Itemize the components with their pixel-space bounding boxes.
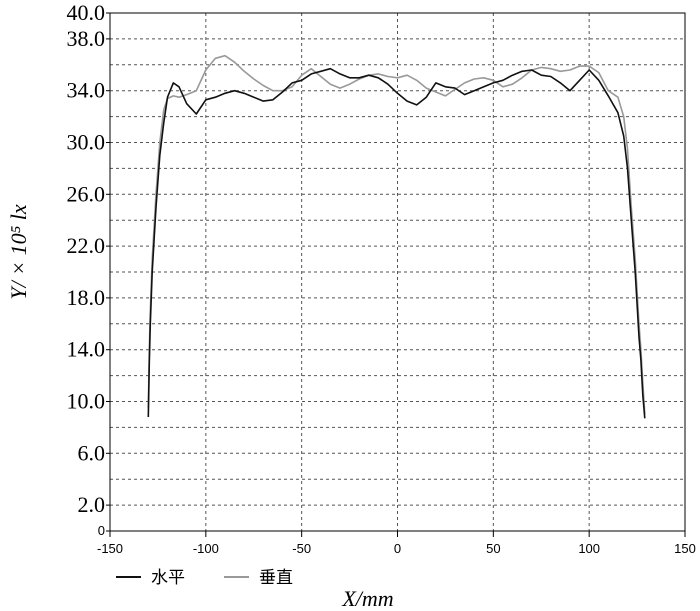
legend-label-series-1: 水平 <box>151 568 185 588</box>
y-tick-label: 2.0 <box>78 492 106 517</box>
y-tick-label: 0 <box>98 523 105 538</box>
y-tick-label: 30.0 <box>67 130 106 155</box>
y-tick-label: 40.0 <box>67 0 106 25</box>
y-tick-label: 10.0 <box>67 389 106 414</box>
series-line-2 <box>147 54 646 415</box>
y-tick-label: 14.0 <box>67 337 106 362</box>
ticks: 0 2.0 6.0 10.0 14.0 18.0 22.0 26.0 30.0 34.0 38.04… <box>67 0 696 556</box>
series-layer <box>147 54 646 419</box>
x-tick-label: -150 <box>97 541 123 556</box>
y-tick-label: 18.0 <box>67 285 106 310</box>
legend-label-series-2: 垂直 <box>259 568 293 588</box>
y-axis-title: Y/ × 10⁵ lx <box>6 204 31 299</box>
y-tick-label: 6.0 <box>78 440 106 465</box>
y-tick-label: 22.0 <box>67 233 106 258</box>
y-tick-label: 34.0 <box>67 78 106 103</box>
x-tick-label: 100 <box>578 541 600 556</box>
x-tick-label: 150 <box>674 541 696 556</box>
y-tick-label: 38.0 <box>67 26 106 51</box>
x-tick-label: -100 <box>193 541 219 556</box>
x-tick-label: -50 <box>292 541 311 556</box>
series-line-1 <box>147 67 646 419</box>
x-axis-title: X/mm <box>341 586 393 611</box>
x-tick-label: 50 <box>486 541 500 556</box>
x-tick-label: 0 <box>394 541 401 556</box>
y-tick-label: 26.0 <box>67 181 106 206</box>
legend: 水平 垂直 <box>116 568 293 588</box>
